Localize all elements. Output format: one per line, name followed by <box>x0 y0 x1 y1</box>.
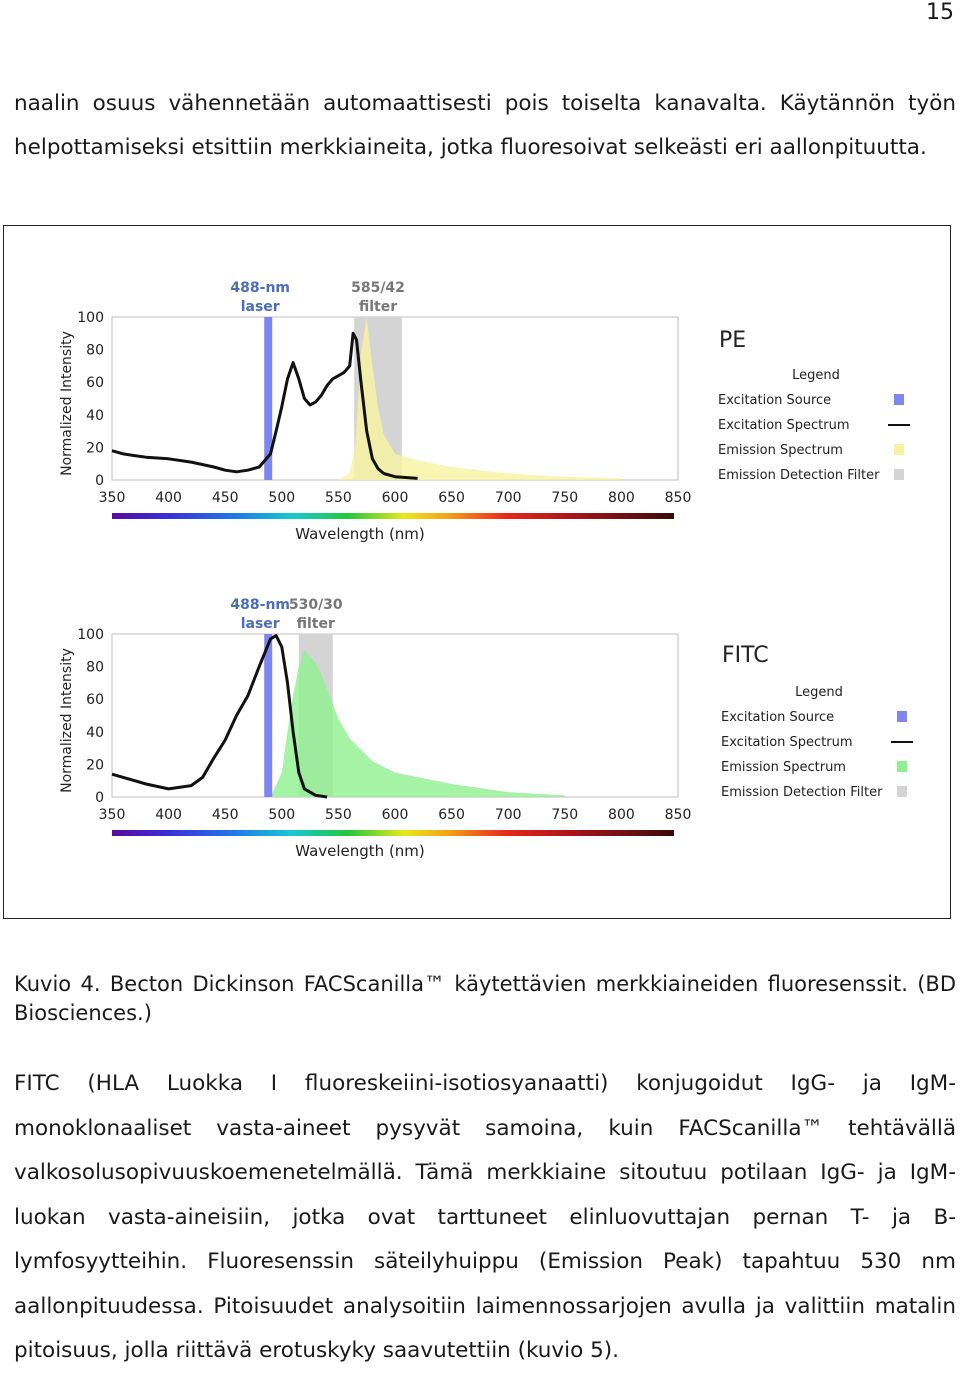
y-tick-label: 40 <box>86 725 104 741</box>
x-tick-label: 450 <box>212 490 239 506</box>
emission-spectrum-area <box>270 650 565 797</box>
y-tick-label: 60 <box>86 375 104 391</box>
chart-pe: 0 20 40 60 80 100 350 400 450 500 550 600 650 700 750 8… <box>59 280 910 543</box>
laser-label: laser <box>241 616 280 632</box>
chart-title: PE <box>719 328 746 353</box>
legend: Legend Excitation Source Excitation Spectr… <box>718 368 910 483</box>
excitation-source-laser-line <box>264 317 273 480</box>
chart-title: FITC <box>722 643 769 668</box>
filter-label: 585/42 <box>351 280 405 296</box>
legend-item-label: Excitation Spectrum <box>718 418 850 433</box>
legend-swatch <box>897 711 907 722</box>
x-tick-label: 800 <box>608 490 635 506</box>
y-tick-label: 20 <box>86 440 104 456</box>
laser-label: 488-nm <box>230 280 290 296</box>
y-tick-label: 40 <box>86 408 104 424</box>
x-tick-label: 600 <box>382 490 409 506</box>
legend-item-label: Excitation Source <box>718 393 831 408</box>
y-tick-label: 0 <box>95 790 104 806</box>
x-tick-label: 750 <box>551 490 578 506</box>
legend: Legend Excitation Source Excitation Spectr… <box>721 685 913 800</box>
y-axis-label: Normalized Intensity <box>59 648 75 793</box>
x-tick-label: 750 <box>551 807 578 823</box>
body-paragraph: FITC (HLA Luokka I fluoreskeiini-isotios… <box>14 1071 956 1363</box>
figure-box: 0 20 40 60 80 100 350 400 450 500 550 600 650 700 750 8… <box>3 225 951 919</box>
legend-title: Legend <box>792 368 840 383</box>
x-tick-label: 400 <box>155 490 182 506</box>
legend-item-label: Emission Spectrum <box>718 443 843 458</box>
y-tick-label: 80 <box>86 343 104 359</box>
legend-swatch <box>894 469 904 480</box>
excitation-spectrum-line <box>111 634 328 799</box>
excitation-spectrum-line <box>111 331 418 480</box>
x-tick-label: 350 <box>99 490 126 506</box>
wavelength-color-bar <box>112 830 674 836</box>
x-tick-label: 450 <box>212 807 239 823</box>
wavelength-color-bar <box>112 513 674 519</box>
legend-swatch <box>894 444 904 455</box>
x-axis-label: Wavelength (nm) <box>295 842 425 860</box>
legend-item-label: Emission Detection Filter <box>718 468 880 483</box>
legend-item-label: Emission Detection Filter <box>721 785 883 800</box>
figure-caption: Kuvio 4. Becton Dickinson FACScanilla™ k… <box>14 970 956 1028</box>
x-tick-label: 500 <box>268 490 295 506</box>
legend-item-label: Excitation Source <box>721 710 834 725</box>
caption-text: Becton Dickinson FACScanilla™ käytettävi… <box>14 972 956 1025</box>
y-tick-label: 20 <box>86 757 104 773</box>
y-axis-label: Normalized Intensity <box>59 331 75 476</box>
y-tick-label: 100 <box>77 627 104 643</box>
x-axis-label: Wavelength (nm) <box>295 525 425 543</box>
legend-swatch <box>897 761 907 772</box>
legend-title: Legend <box>795 685 843 700</box>
filter-label: 530/30 <box>289 597 343 613</box>
emission-spectrum-area <box>338 317 622 480</box>
y-tick-label: 0 <box>95 473 104 489</box>
caption-label: Kuvio 4. <box>14 972 101 996</box>
x-tick-label: 800 <box>608 807 635 823</box>
x-tick-label: 700 <box>495 490 522 506</box>
x-tick-label: 850 <box>665 490 692 506</box>
laser-label: laser <box>241 299 280 315</box>
legend-swatch <box>894 394 904 405</box>
chart-fitc: 0 20 40 60 80 100 350 400 450 500 550 600 650 700 750 8… <box>59 597 913 860</box>
filter-label: filter <box>359 299 397 315</box>
legend-swatch <box>897 786 907 797</box>
y-tick-label: 80 <box>86 660 104 676</box>
excitation-source-laser-line <box>264 634 273 797</box>
y-tick-label: 100 <box>77 310 104 326</box>
x-tick-label: 550 <box>325 490 352 506</box>
x-tick-label: 400 <box>155 807 182 823</box>
x-tick-label: 850 <box>665 807 692 823</box>
x-tick-label: 650 <box>438 807 465 823</box>
y-tick-label: 60 <box>86 692 104 708</box>
x-tick-label: 350 <box>99 807 126 823</box>
x-tick-label: 600 <box>382 807 409 823</box>
x-tick-label: 550 <box>325 807 352 823</box>
filter-label: filter <box>297 616 335 632</box>
x-tick-label: 500 <box>268 807 295 823</box>
legend-item-label: Emission Spectrum <box>721 760 846 775</box>
x-tick-label: 700 <box>495 807 522 823</box>
x-tick-label: 650 <box>438 490 465 506</box>
legend-item-label: Excitation Spectrum <box>721 735 853 750</box>
intro-paragraph: naalin osuus vähennetään automaattisesti… <box>14 91 956 160</box>
page-number: 15 <box>926 0 954 25</box>
laser-label: 488-nm <box>230 597 290 613</box>
